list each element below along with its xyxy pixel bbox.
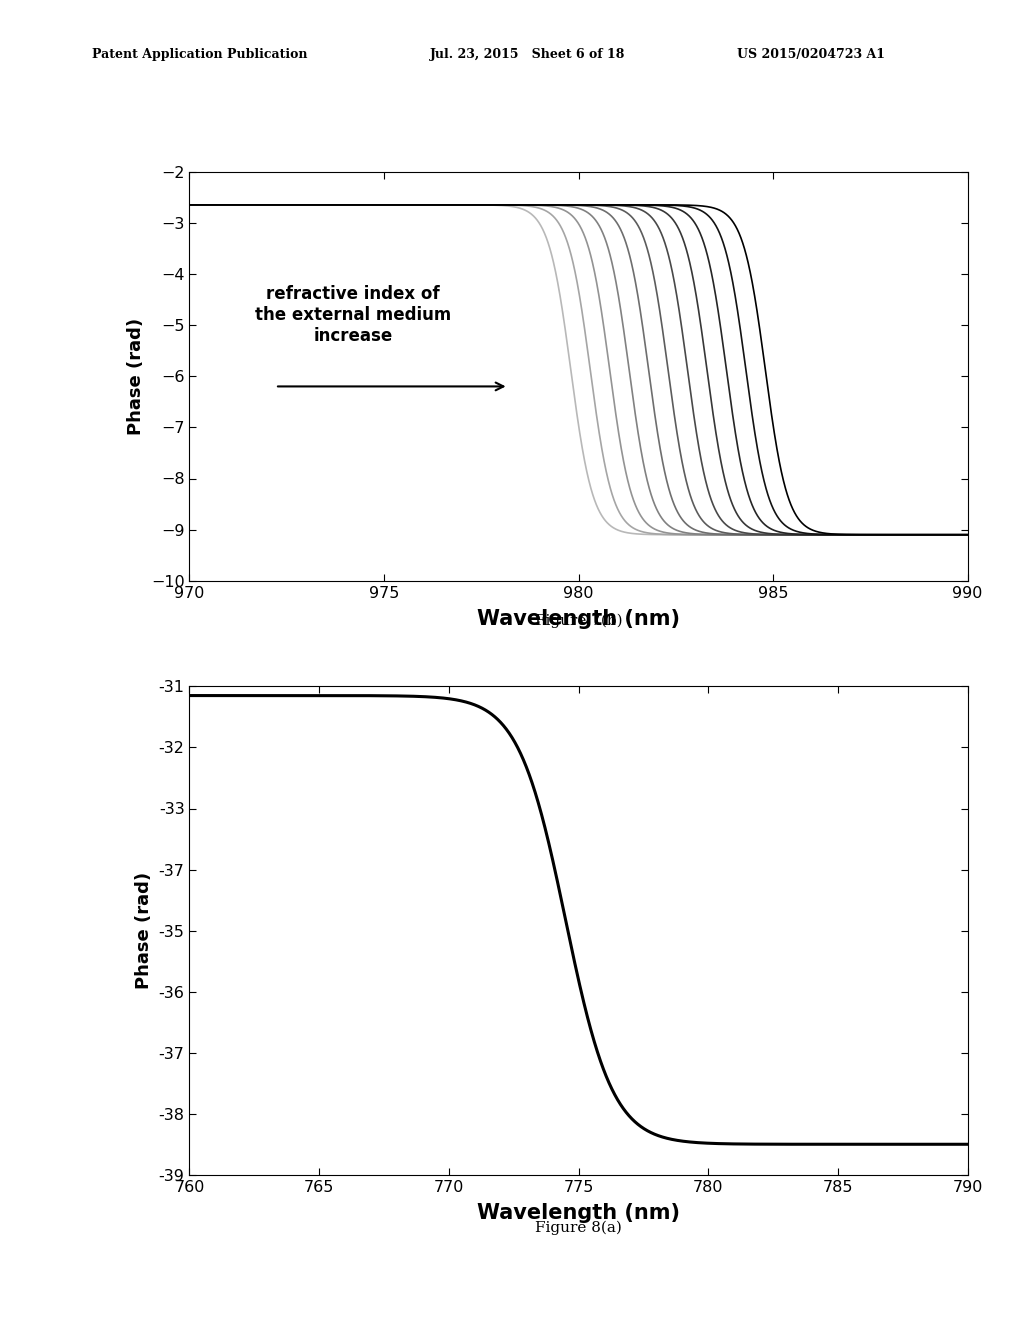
- Text: refractive index of
the external medium
increase: refractive index of the external medium …: [255, 285, 451, 345]
- Text: Jul. 23, 2015   Sheet 6 of 18: Jul. 23, 2015 Sheet 6 of 18: [430, 48, 626, 61]
- X-axis label: Wavelength (nm): Wavelength (nm): [477, 609, 680, 630]
- Text: Figure 8(a): Figure 8(a): [536, 1221, 622, 1236]
- Text: Patent Application Publication: Patent Application Publication: [92, 48, 307, 61]
- Text: US 2015/0204723 A1: US 2015/0204723 A1: [737, 48, 886, 61]
- Y-axis label: Phase (rad): Phase (rad): [127, 318, 145, 434]
- X-axis label: Wavelength (nm): Wavelength (nm): [477, 1203, 680, 1224]
- Text: Figure 7(b): Figure 7(b): [535, 614, 623, 628]
- FancyArrowPatch shape: [278, 383, 504, 391]
- Y-axis label: Phase (rad): Phase (rad): [135, 873, 153, 989]
